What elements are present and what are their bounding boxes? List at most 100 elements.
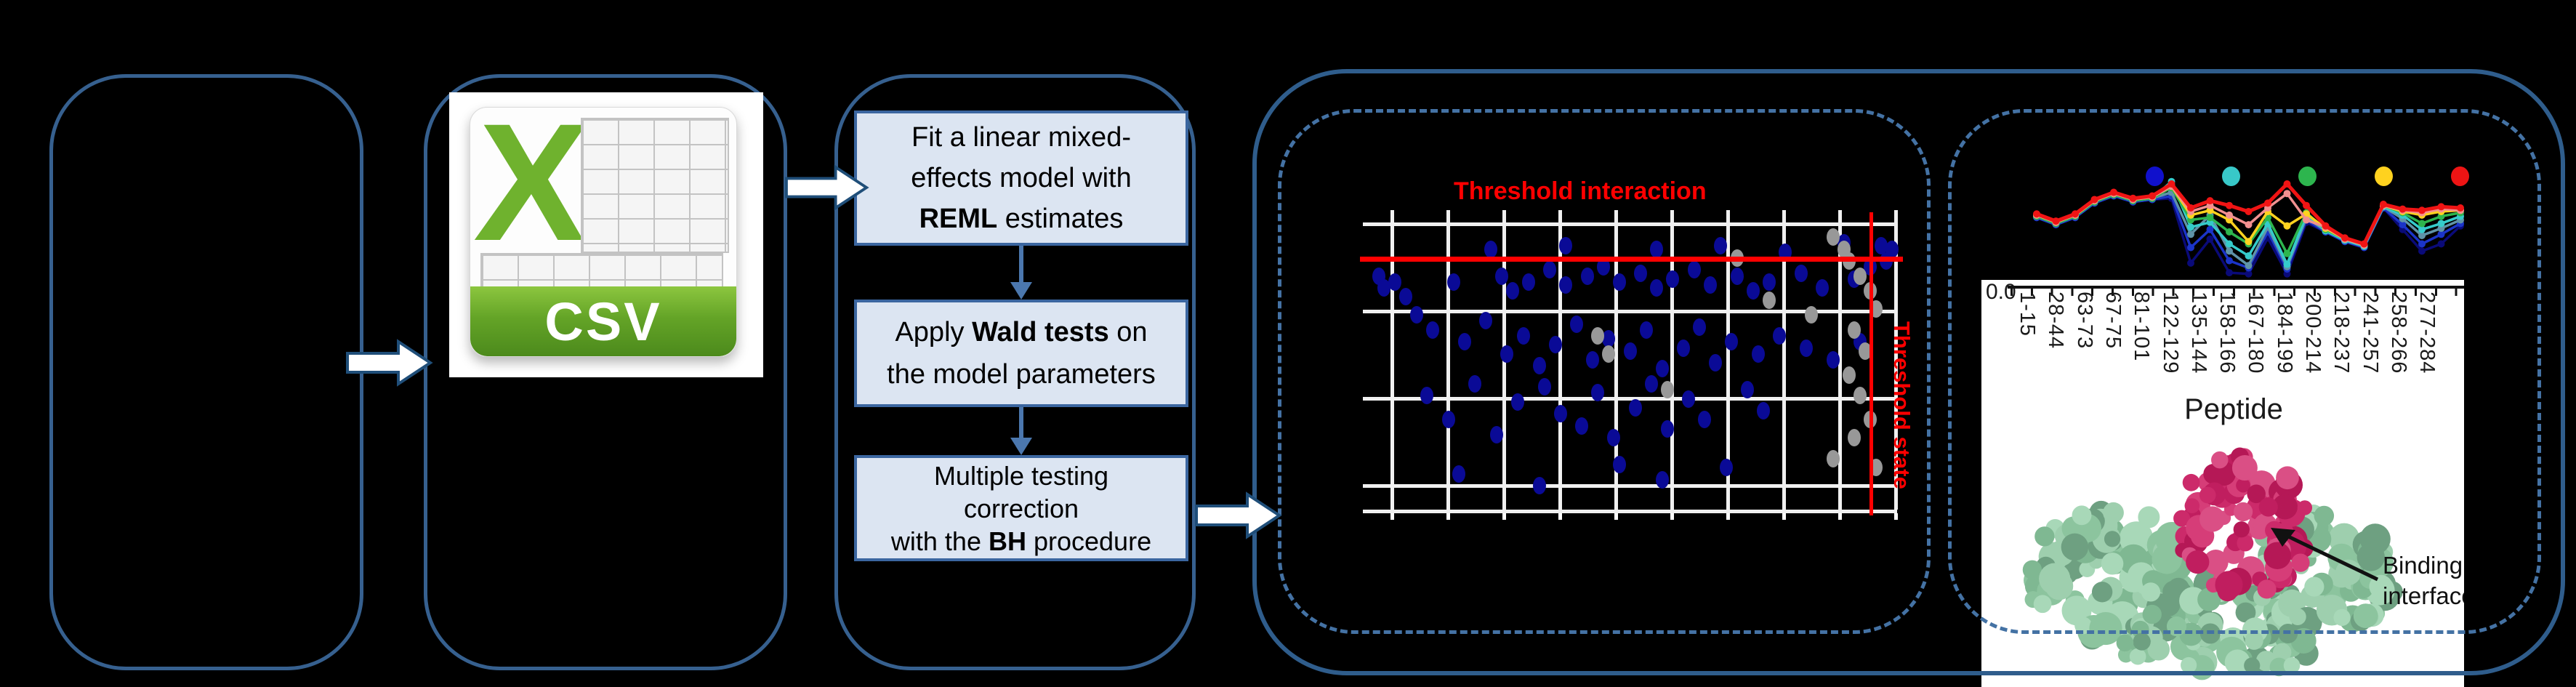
marker-t7 bbox=[2303, 216, 2310, 224]
marker-t8 bbox=[2206, 197, 2214, 205]
significant-peptides-dot bbox=[1757, 402, 1771, 420]
csv-file-image: X CSV bbox=[449, 92, 763, 377]
marker-t2 bbox=[2187, 244, 2194, 252]
marker-t3 bbox=[2418, 231, 2426, 239]
threshold-state-label: Threshold state bbox=[1889, 321, 1915, 489]
significant-peptides-dot bbox=[1794, 264, 1808, 282]
significant-peptides-dot bbox=[1778, 243, 1792, 261]
significant-peptides-dot bbox=[1639, 321, 1653, 339]
significant-peptides-dot bbox=[1762, 273, 1776, 291]
model-panel-box bbox=[834, 74, 1196, 670]
significant-peptides-dot bbox=[1452, 465, 1466, 483]
marker-t8 bbox=[2322, 222, 2330, 230]
marker-t5 bbox=[2206, 214, 2214, 222]
non-significant-peptides-dot bbox=[1853, 387, 1867, 405]
significant-peptides-dot bbox=[1591, 384, 1605, 402]
significant-peptides-dot bbox=[1559, 237, 1573, 255]
marker-t4 bbox=[2418, 225, 2426, 233]
significant-peptides-dot bbox=[1441, 411, 1455, 429]
non-significant-peptides-dot bbox=[1826, 449, 1840, 467]
significant-peptides-dot bbox=[1511, 393, 1525, 411]
csv-banner-label: CSV bbox=[544, 291, 662, 352]
significant-peptides-dot bbox=[1409, 306, 1423, 324]
significant-peptides-dot bbox=[1500, 345, 1514, 363]
non-significant-peptides-dot bbox=[1805, 306, 1819, 324]
significant-peptides-dot bbox=[1655, 360, 1669, 378]
significant-peptides-dot bbox=[1773, 327, 1787, 345]
legend-dot bbox=[2375, 166, 2393, 186]
marker-t8 bbox=[2129, 194, 2137, 202]
significant-peptides-dot bbox=[1826, 351, 1840, 369]
gridline bbox=[1782, 210, 1786, 510]
significant-peptides-dot bbox=[1532, 477, 1546, 495]
marker-t8 bbox=[2052, 217, 2060, 225]
csv-banner: CSV bbox=[470, 286, 736, 356]
gridline bbox=[1558, 210, 1562, 510]
marker-t8 bbox=[2245, 207, 2253, 215]
marker-t3 bbox=[2187, 230, 2194, 238]
binding-arrow-icon bbox=[2271, 528, 2379, 582]
scatter-result-box bbox=[1278, 109, 1931, 634]
marker-t4 bbox=[2245, 252, 2253, 260]
significant-peptides-dot bbox=[1537, 378, 1551, 396]
significant-peptides-dot bbox=[1586, 351, 1600, 369]
gridline bbox=[1670, 210, 1674, 510]
protein-structure-image bbox=[2022, 447, 2403, 680]
significant-peptides-dot bbox=[1719, 459, 1733, 477]
significant-peptides-dot bbox=[1612, 273, 1626, 291]
marker-t7 bbox=[2226, 211, 2233, 219]
significant-peptides-dot bbox=[1457, 333, 1471, 351]
x-axis-ticks bbox=[2011, 289, 2461, 296]
significant-peptides-dot bbox=[1580, 267, 1594, 285]
step-bh-correction: Multiple testing correction with the BH pr… bbox=[854, 455, 1188, 561]
marker-t8 bbox=[2264, 199, 2271, 207]
gridline bbox=[1363, 397, 1897, 401]
volcano-scatter-plot bbox=[1360, 210, 1903, 515]
marker-t8 bbox=[2399, 205, 2407, 213]
legend-dot bbox=[2222, 166, 2240, 186]
significant-peptides-dot bbox=[1677, 339, 1690, 357]
marker-t8 bbox=[2033, 210, 2040, 218]
non-significant-peptides-dot bbox=[1591, 327, 1605, 345]
gridline bbox=[1726, 210, 1730, 510]
marker-t2 bbox=[2226, 257, 2233, 265]
threshold-interaction-line bbox=[1360, 257, 1903, 262]
marker-t6 bbox=[2245, 238, 2253, 246]
significant-peptides-dot bbox=[1751, 345, 1765, 363]
scatter-title: Threshold interaction bbox=[1454, 177, 1707, 205]
significant-peptides-dot bbox=[1521, 273, 1535, 291]
significant-peptides-dot bbox=[1650, 279, 1664, 297]
marker-t2 bbox=[2437, 230, 2445, 238]
marker-t8 bbox=[2457, 204, 2464, 212]
marker-t1 bbox=[2245, 270, 2253, 278]
gridline bbox=[1363, 222, 1897, 226]
significant-peptides-dot bbox=[1495, 267, 1509, 285]
significant-peptides-dot bbox=[1714, 237, 1728, 255]
significant-peptides-dot bbox=[1446, 273, 1460, 291]
marker-t8 bbox=[2437, 203, 2445, 211]
non-significant-peptides-dot bbox=[1848, 429, 1861, 447]
results-panel-box bbox=[1252, 69, 2565, 675]
marker-t2 bbox=[2399, 221, 2407, 229]
significant-peptides-dot bbox=[1388, 273, 1402, 291]
significant-peptides-dot bbox=[1800, 339, 1814, 357]
significant-peptides-dot bbox=[1479, 312, 1493, 330]
significant-peptides-dot bbox=[1575, 417, 1589, 435]
kinetics-result-box bbox=[1948, 109, 2541, 634]
gridline bbox=[1894, 210, 1898, 510]
marker-t8 bbox=[2303, 201, 2310, 209]
significant-peptides-dot bbox=[1548, 336, 1562, 354]
threshold-state-line bbox=[1869, 212, 1873, 515]
significant-peptides-dot bbox=[1516, 327, 1530, 345]
marker-t8 bbox=[2110, 188, 2117, 196]
non-significant-peptides-dot bbox=[1842, 366, 1856, 384]
non-significant-peptides-dot bbox=[1762, 291, 1776, 309]
significant-peptides-dot bbox=[1607, 429, 1621, 447]
marker-t3 bbox=[2245, 262, 2253, 270]
significant-peptides-dot bbox=[1687, 261, 1701, 279]
non-significant-peptides-dot bbox=[1602, 345, 1616, 363]
significant-peptides-dot bbox=[1602, 330, 1616, 348]
legend-dot bbox=[2298, 166, 2317, 186]
significant-peptides-dot bbox=[1425, 321, 1439, 339]
significant-peptides-dot bbox=[1655, 470, 1669, 489]
